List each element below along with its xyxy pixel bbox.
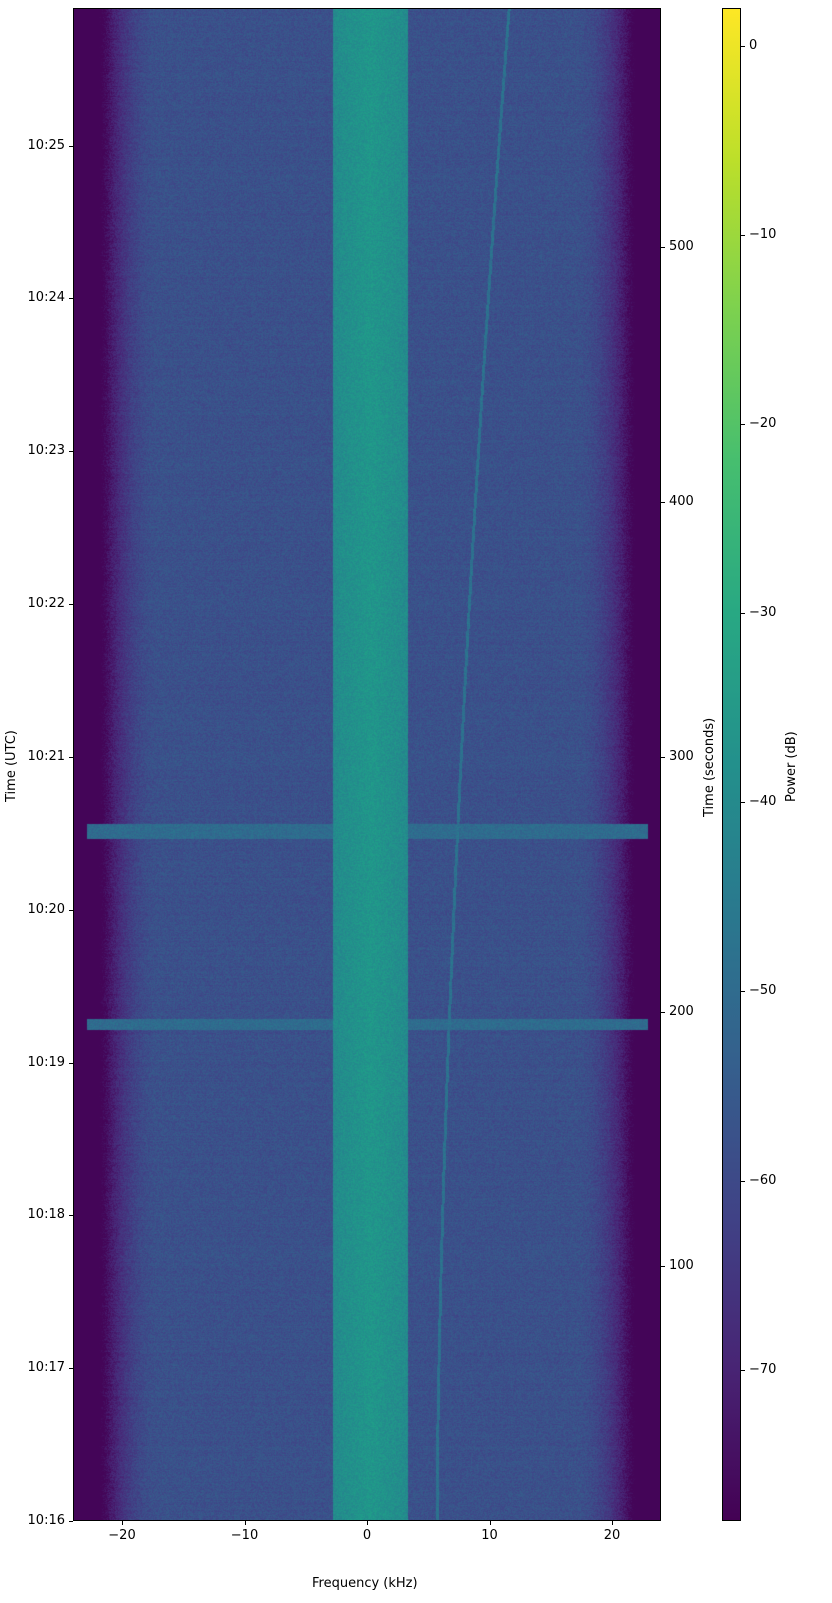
colorbar-tick-label: −60 <box>749 1173 776 1188</box>
colorbar-tick-label: 0 <box>749 38 757 53</box>
y-left-tick-label: 10:25 <box>0 138 65 153</box>
y-right-tick-mark <box>661 1012 665 1013</box>
y-right-tick-mark <box>661 757 665 758</box>
y-left-tick-mark <box>69 1063 73 1064</box>
y-left-tick-label: 10:22 <box>0 596 65 611</box>
y-left-tick-mark <box>69 910 73 911</box>
y-left-tick-label: 10:24 <box>0 290 65 305</box>
y-left-tick-label: 10:16 <box>0 1513 65 1528</box>
x-tick-mark <box>245 1521 246 1525</box>
colorbar-tick-label: −20 <box>749 416 776 431</box>
y-left-tick-mark <box>69 1368 73 1369</box>
y-left-tick-label: 10:23 <box>0 443 65 458</box>
x-tick-mark <box>122 1521 123 1525</box>
colorbar-tick-label: −30 <box>749 605 776 620</box>
y-left-tick-mark <box>69 298 73 299</box>
y-axis-label-right: Time (seconds) <box>702 718 717 817</box>
y-left-tick-label: 10:20 <box>0 902 65 917</box>
y-left-tick-mark <box>69 1215 73 1216</box>
colorbar-tick-label: −70 <box>749 1362 776 1377</box>
colorbar-tick-mark <box>741 1181 745 1182</box>
y-left-tick-label: 10:17 <box>0 1360 65 1375</box>
x-tick-label: −10 <box>225 1528 265 1543</box>
plot-frame <box>73 8 661 1521</box>
x-tick-label: 10 <box>470 1528 510 1543</box>
x-tick-mark <box>367 1521 368 1525</box>
y-left-tick-mark <box>69 604 73 605</box>
y-right-tick-label: 200 <box>669 1004 694 1019</box>
x-tick-label: −20 <box>102 1528 142 1543</box>
colorbar-label: Power (dB) <box>784 731 799 802</box>
y-right-tick-mark <box>661 1266 665 1267</box>
y-left-tick-mark <box>69 1521 73 1522</box>
y-right-tick-mark <box>661 502 665 503</box>
x-tick-label: 0 <box>347 1528 387 1543</box>
colorbar-tick-label: −50 <box>749 983 776 998</box>
x-tick-mark <box>612 1521 613 1525</box>
colorbar-tick-mark <box>741 991 745 992</box>
x-tick-label: 20 <box>592 1528 632 1543</box>
x-tick-mark <box>490 1521 491 1525</box>
colorbar-tick-mark <box>741 235 745 236</box>
colorbar-tick-mark <box>741 424 745 425</box>
y-right-tick-mark <box>661 247 665 248</box>
y-right-tick-label: 100 <box>669 1258 694 1273</box>
y-right-tick-label: 400 <box>669 494 694 509</box>
colorbar-tick-mark <box>741 613 745 614</box>
colorbar <box>722 8 741 1521</box>
y-left-tick-mark <box>69 146 73 147</box>
y-axis-label-left: Time (UTC) <box>4 730 19 802</box>
colorbar-tick-mark <box>741 802 745 803</box>
y-left-tick-mark <box>69 757 73 758</box>
colorbar-tick-label: −10 <box>749 227 776 242</box>
y-left-tick-label: 10:19 <box>0 1055 65 1070</box>
y-right-tick-label: 500 <box>669 239 694 254</box>
colorbar-tick-label: −40 <box>749 794 776 809</box>
y-left-tick-mark <box>69 451 73 452</box>
x-axis-label: Frequency (kHz) <box>312 1576 418 1591</box>
y-right-tick-label: 300 <box>669 749 694 764</box>
colorbar-tick-mark <box>741 1370 745 1371</box>
y-left-tick-label: 10:18 <box>0 1207 65 1222</box>
colorbar-tick-mark <box>741 46 745 47</box>
